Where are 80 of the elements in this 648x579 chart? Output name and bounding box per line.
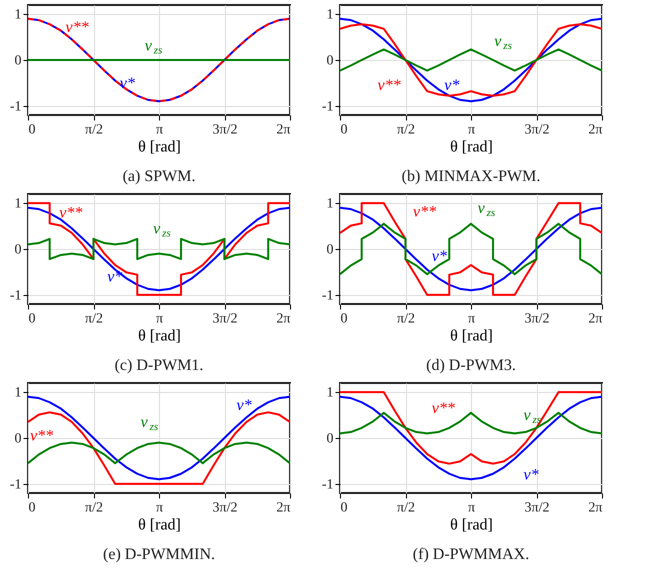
y-tick-label: -1: [10, 99, 22, 114]
y-tick-label: 0: [14, 242, 22, 258]
x-tick-label: 0: [28, 500, 36, 516]
x-tick-label: π: [468, 500, 476, 516]
x-tick-label: 2π: [588, 500, 602, 516]
x-tick-label: 3π/2: [212, 312, 238, 326]
x-axis-title: θ [rad]: [138, 138, 181, 156]
x-tick-label: 2π: [276, 122, 290, 138]
x-tick-label: π: [156, 122, 164, 138]
y-tick-label: 1: [326, 196, 334, 212]
y-tick-label: 0: [14, 54, 22, 68]
x-tick-label: 0: [340, 122, 348, 138]
x-axis-title: θ [rad]: [450, 138, 493, 156]
y-tick-label: 0: [14, 432, 22, 446]
x-tick-label: 3π/2: [212, 122, 238, 138]
x-tick-label: π: [468, 312, 476, 326]
series-label: v*: [523, 466, 539, 484]
x-tick-label: 0: [28, 122, 36, 138]
text: (f) D-PWMMAX.: [412, 546, 530, 563]
x-tick-label: 3π/2: [212, 500, 238, 516]
x-tick-label: π/2: [397, 122, 415, 138]
line-series: [28, 18, 290, 102]
line-series: [340, 222, 602, 276]
line-series: [340, 48, 602, 72]
series-label: v**: [412, 203, 436, 220]
line-series: [340, 396, 602, 480]
series-label: v*: [432, 248, 447, 265]
y-tick-label: -1: [322, 477, 334, 492]
x-axis-title: θ [rad]: [450, 516, 493, 534]
x-tick-label: 2π: [276, 500, 290, 516]
y-tick-label: 0: [326, 242, 334, 258]
series-label: v**: [66, 19, 89, 36]
text: (e) D-PWMMIN.: [103, 546, 215, 563]
y-tick-label: 0: [326, 54, 334, 68]
y-tick-label: 1: [326, 386, 334, 401]
line-series: [28, 396, 290, 480]
x-tick-label: 2π: [588, 122, 602, 138]
y-tick-label: 1: [14, 196, 22, 212]
line-series: [340, 412, 602, 434]
x-tick-label: π/2: [397, 500, 415, 516]
text: (d) D-PWM3.: [426, 357, 516, 374]
y-tick-label: 1: [326, 8, 334, 23]
x-tick-label: 0: [340, 500, 348, 516]
series-label: v*: [444, 77, 460, 94]
text: (b) MINMAX-PWM.: [402, 168, 540, 185]
x-tick-label: 3π/2: [524, 122, 550, 138]
x-tick-label: 2π: [588, 312, 602, 326]
x-axis-title: θ [rad]: [138, 328, 181, 344]
y-tick-label: -1: [10, 477, 22, 492]
y-tick-label: -1: [322, 99, 334, 114]
x-tick-label: 2π: [276, 312, 290, 326]
x-tick-label: 0: [28, 312, 36, 326]
y-tick-label: -1: [322, 288, 334, 304]
y-tick-label: 1: [14, 8, 22, 23]
series-label: v**: [378, 77, 401, 94]
x-tick-label: π/2: [85, 122, 103, 138]
line-series: [28, 411, 290, 485]
x-tick-label: 0: [340, 312, 348, 326]
y-tick-label: 1: [14, 386, 22, 401]
x-tick-label: 3π/2: [524, 500, 550, 516]
series-label: v**: [59, 204, 82, 222]
x-tick-label: 3π/2: [524, 312, 550, 326]
x-tick-label: π/2: [85, 500, 103, 516]
x-tick-label: π/2: [85, 312, 103, 326]
y-tick-label: -1: [10, 288, 22, 304]
x-tick-label: π: [468, 122, 476, 138]
x-tick-label: π: [156, 312, 164, 326]
text: (c) D-PWM1.: [114, 357, 204, 374]
series-label: v**: [432, 400, 455, 418]
line-series: [340, 391, 602, 465]
x-axis-title: θ [rad]: [138, 516, 181, 534]
x-axis-title: θ [rad]: [450, 328, 493, 344]
x-tick-label: π: [156, 500, 164, 516]
series-label: v**: [30, 428, 54, 445]
x-tick-label: π/2: [397, 312, 415, 326]
series-label: v*: [236, 397, 252, 414]
y-tick-label: 0: [326, 432, 334, 446]
line-series: [28, 238, 290, 260]
text: (a) SPWM.: [122, 168, 196, 185]
line-series: [28, 442, 290, 464]
